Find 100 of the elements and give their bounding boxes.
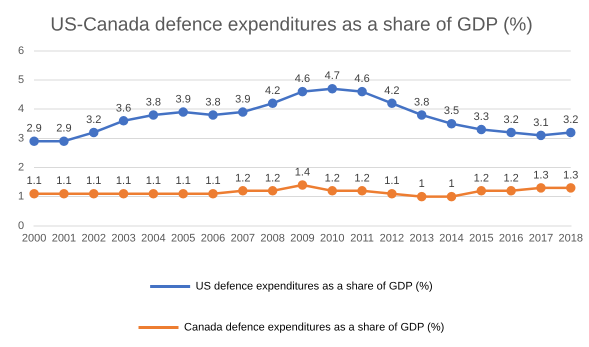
legend-label: Canada defence expenditures as a share of GDP (%) (184, 322, 444, 334)
data-label: 3.9 (235, 94, 250, 106)
x-tick-label: 2017 (528, 232, 554, 244)
point (29, 188, 39, 198)
point (59, 136, 69, 146)
point (178, 188, 188, 198)
data-label: 1 (448, 178, 455, 190)
x-tick-label: 2007 (230, 232, 256, 244)
point (328, 84, 338, 94)
point (178, 107, 188, 117)
data-label: 2.9 (26, 122, 42, 135)
data-label: 1.4 (294, 166, 310, 178)
data-label: 1.2 (503, 172, 519, 184)
data-label: 1.1 (146, 175, 162, 188)
data-label: 3.2 (563, 114, 578, 126)
data-label: 4.2 (264, 84, 280, 97)
data-label: 1.1 (384, 175, 400, 188)
point (118, 116, 128, 126)
legend-label: US defence expenditures as a share of GDP (%) (196, 280, 433, 293)
data-label: 1.1 (176, 175, 191, 188)
data-label: 4.2 (384, 84, 400, 97)
point (238, 186, 248, 196)
data-label: 4.7 (324, 70, 340, 82)
data-label: 1.1 (86, 175, 102, 188)
x-tick-label: 2000 (22, 232, 46, 244)
chart-title: US-Canada defence expenditures as a share of GDP (%) (50, 14, 533, 36)
x-tick-label: 2008 (260, 232, 285, 244)
x-tick-label: 2016 (498, 232, 524, 244)
data-label: 1.2 (324, 172, 340, 184)
point (208, 188, 218, 198)
x-tick-label: 2018 (558, 232, 584, 244)
data-label: 3.8 (205, 96, 221, 108)
data-label: 3.3 (474, 111, 489, 124)
point (446, 192, 456, 202)
data-label: 1.1 (26, 175, 42, 188)
x-tick-label: 2015 (469, 232, 494, 244)
data-label: 1.2 (235, 172, 250, 184)
point (506, 128, 516, 138)
data-label: 3.6 (116, 102, 132, 114)
data-label: 1 (418, 178, 425, 190)
point (208, 110, 218, 120)
point (298, 86, 308, 96)
y-tick-label: 2 (18, 162, 24, 174)
x-tick-label: 2003 (111, 232, 136, 244)
x-tick-label: 2004 (141, 232, 166, 244)
point (357, 186, 367, 196)
data-label: 1.1 (56, 175, 72, 188)
point (476, 124, 486, 134)
point (59, 188, 69, 198)
y-tick-label: 1 (18, 190, 24, 203)
point (357, 86, 367, 96)
point (476, 186, 486, 196)
x-tick-label: 2001 (52, 232, 76, 244)
data-label: 1.2 (474, 172, 489, 184)
x-tick-label: 2005 (170, 232, 196, 244)
data-label: 3.8 (414, 96, 430, 108)
point (506, 186, 516, 196)
data-label: 1.2 (264, 172, 280, 184)
y-tick-label: 0 (18, 220, 24, 232)
x-tick-label: 2009 (290, 232, 315, 244)
data-label: 3.2 (503, 114, 519, 126)
y-tick-label: 6 (18, 44, 24, 57)
y-tick-label: 5 (18, 74, 24, 86)
point (148, 188, 158, 198)
y-tick-label: 4 (18, 103, 24, 116)
point (88, 188, 98, 198)
x-tick-label: 2006 (200, 232, 226, 244)
point (566, 128, 576, 138)
data-label: 2.9 (56, 122, 72, 135)
point (88, 128, 98, 138)
point (118, 188, 128, 198)
point (29, 136, 39, 146)
x-tick-label: 2010 (320, 232, 344, 244)
data-label: 4.6 (354, 73, 370, 86)
point (148, 110, 158, 120)
y-tick-label: 3 (18, 132, 24, 144)
point (387, 188, 397, 198)
data-label: 4.6 (294, 73, 310, 86)
data-label: 1.1 (205, 175, 221, 188)
point (328, 186, 338, 196)
data-label: 1.2 (354, 172, 370, 184)
data-label: 1.3 (533, 169, 549, 182)
point (387, 98, 397, 108)
point (268, 98, 278, 108)
data-label: 1.3 (563, 169, 578, 182)
data-label: 3.5 (444, 105, 460, 118)
x-tick-label: 2014 (439, 232, 464, 244)
data-label: 3.8 (146, 96, 162, 108)
data-label: 3.1 (533, 116, 549, 129)
point (268, 186, 278, 196)
data-label: 1.1 (116, 175, 132, 188)
data-label: 3.9 (176, 94, 191, 106)
point (416, 192, 426, 202)
point (416, 110, 426, 120)
point (566, 183, 576, 193)
x-tick-label: 2011 (350, 232, 374, 244)
point (536, 183, 546, 193)
x-tick-label: 2013 (409, 232, 434, 244)
point (446, 118, 456, 128)
data-label: 3.2 (86, 114, 102, 126)
